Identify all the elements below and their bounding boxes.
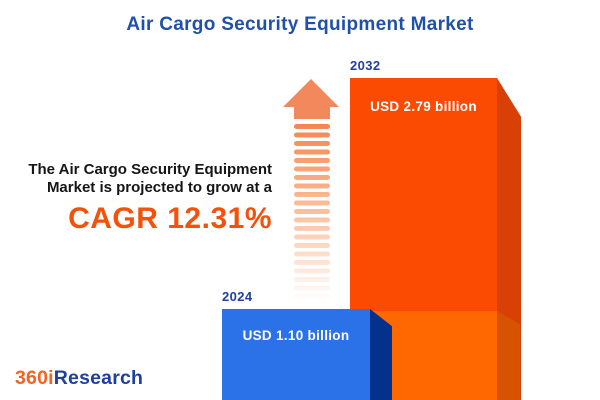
cagr-value: CAGR 12.31% — [68, 202, 272, 235]
growth-description: The Air Cargo Security Equipment Market … — [28, 161, 272, 236]
year-label-2032: 2032 — [350, 58, 381, 73]
logo-360i: 360i — [15, 367, 54, 389]
bar-2024 — [222, 309, 370, 400]
logo-research: Research — [53, 367, 144, 389]
arrow-head — [283, 79, 339, 119]
year-label-2024: 2024 — [222, 289, 253, 304]
logo: 360iResearch — [15, 367, 143, 390]
bar-2032-value-label: USD 2.79 billion — [370, 99, 477, 114]
growth-description-line2: Market is projected to grow at a — [46, 178, 272, 196]
bar-2024-side — [370, 309, 392, 400]
page-title: Air Cargo Security Equipment Market — [126, 14, 474, 35]
growth-arrow-icon — [283, 79, 339, 299]
arrow-dashes — [294, 124, 330, 299]
bar-2032-base-side — [497, 311, 520, 400]
bar-2024-value-label: USD 1.10 billion — [242, 328, 350, 343]
growth-description-line1: The Air Cargo Security Equipment — [28, 161, 272, 178]
